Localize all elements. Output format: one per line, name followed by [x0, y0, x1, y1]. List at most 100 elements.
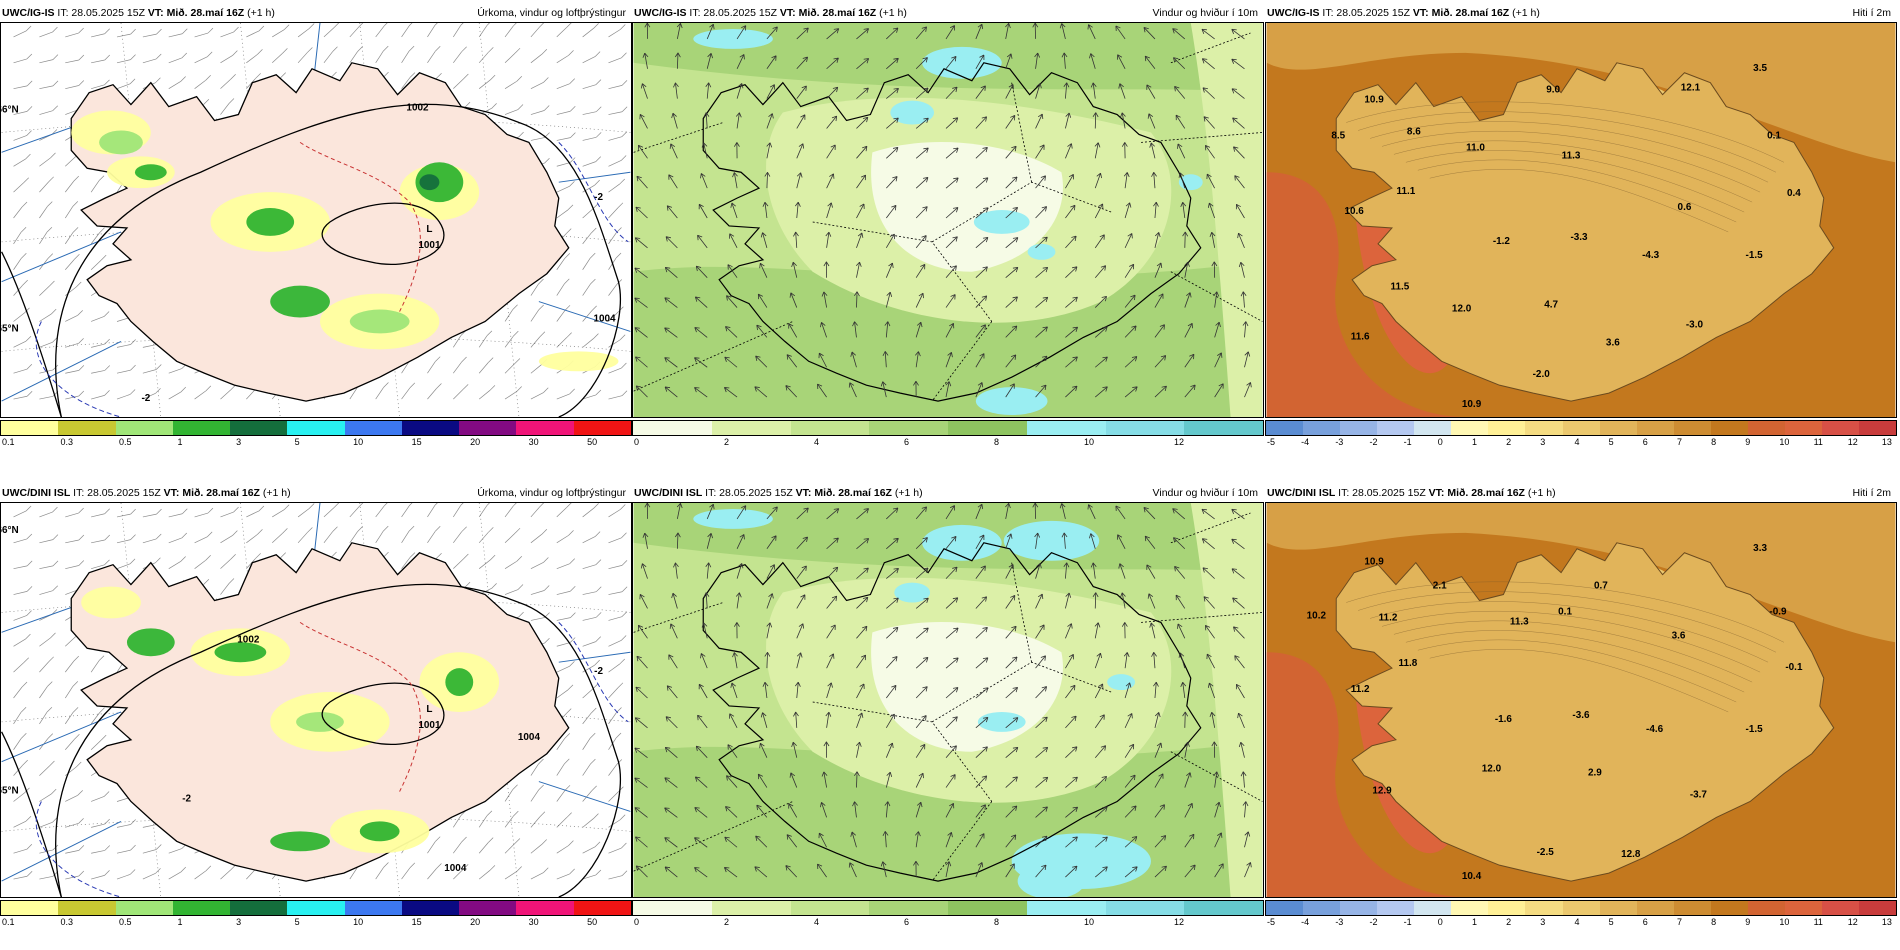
map-label: L: [426, 704, 432, 715]
colorbar-tick-label: 12: [1174, 437, 1185, 447]
colorbar: [0, 420, 632, 436]
colorbar: [1265, 420, 1897, 436]
map-label: 11.3: [1562, 150, 1581, 161]
colorbar-swatch: [948, 421, 1027, 435]
init-time: IT: 28.05.2025 15Z: [57, 7, 145, 19]
map-labels: L 1001 1002 1004 -2 -2 66°N 65°N: [1, 103, 616, 405]
panel-header: UWC/DINI ISL IT: 28.05.2025 15Z VT: Mið.…: [0, 486, 632, 500]
panel-header: UWC/IG-IS IT: 28.05.2025 15Z VT: Mið. 28…: [632, 6, 1264, 20]
colorbar-ticks: 0.1 0.3 0.5 1 3 5 10 15 20 30 50: [0, 437, 632, 449]
map-label: 12.9: [1372, 786, 1392, 797]
panel-header: UWC/IG-IS IT: 28.05.2025 15Z VT: Mið. 28…: [1265, 6, 1897, 20]
colorbar-tick-label: 10: [1779, 437, 1790, 447]
isobars: [1, 583, 629, 897]
map-label: 11.1: [1396, 186, 1415, 197]
map-label: -4.6: [1646, 724, 1664, 735]
colorbar-tick-label: 11: [1813, 437, 1823, 447]
wind-vectors: [634, 503, 1252, 878]
colorbar-swatch: [1184, 901, 1263, 915]
map-label: 0.1: [1558, 606, 1572, 617]
colorbar-tick-label: 12: [1847, 437, 1858, 447]
colorbar-tick-label: 0.1: [2, 437, 15, 447]
colorbar-tick-label: -5: [1267, 917, 1276, 927]
colorbar-tick-label: -5: [1267, 437, 1276, 447]
panel-temp: UWC/DINI ISL IT: 28.05.2025 15Z VT: Mið.…: [1265, 484, 1897, 934]
colorbar-swatch: [115, 901, 173, 915]
colorbar-tick-label: 10: [1084, 917, 1095, 927]
colorbar-ticks: -5 -4 -3 -2 -1 0 1 2 3 4 5 6 7 8 9 10 11 12 13: [1265, 437, 1897, 449]
colorbar-tick-label: 0: [1437, 917, 1443, 927]
init-time: IT: 28.05.2025 15Z: [705, 487, 793, 499]
colorbar-tick-label: 8: [1711, 437, 1717, 447]
map-canvas: L 1001 1002 1004 -2 -2 66°N 65°N: [1, 23, 631, 417]
map-label: -2.0: [1533, 369, 1551, 380]
model-name: UWC/DINI ISL: [634, 487, 703, 499]
colorbar-tick-label: 3: [236, 437, 242, 447]
panel-title: Hiti í 2m: [1852, 487, 1891, 499]
colorbar-swatch: [1340, 901, 1378, 915]
map-label: -3.6: [1572, 710, 1590, 721]
colorbar-swatch: [1599, 421, 1637, 435]
colorbar-tick-label: 4: [1574, 437, 1580, 447]
colorbar-swatch: [1636, 901, 1674, 915]
colorbar-swatch: [1105, 421, 1185, 435]
lead-time: (+1 h): [262, 487, 291, 499]
colorbar-tick-label: -4: [1301, 917, 1310, 927]
colorbar-swatch: [1562, 421, 1600, 435]
colorbar-tick-label: 30: [528, 917, 539, 927]
temperature-contours: [1346, 101, 1785, 233]
colorbar-swatch: [1488, 421, 1526, 435]
colorbar-tick-label: 0.5: [119, 437, 132, 447]
colorbar-tick-label: 6: [904, 437, 910, 447]
colorbar-ticks: -5 -4 -3 -2 -1 0 1 2 3 4 5 6 7 8 9 10 11 12 13: [1265, 917, 1897, 929]
valid-time: VT: Mið. 28.maí 16Z: [779, 7, 877, 19]
map-label: 1001: [418, 240, 441, 251]
colorbar-swatch: [1303, 421, 1341, 435]
map-label: 0.6: [1678, 202, 1692, 213]
map-label: -2: [594, 192, 603, 203]
map-label: 66°N: [1, 105, 19, 116]
lead-time: (+1 h): [247, 7, 275, 19]
colorbar-swatch: [58, 421, 116, 435]
init-time: IT: 28.05.2025 15Z: [1338, 487, 1426, 499]
colorbar-tick-label: 12: [1174, 917, 1185, 927]
map-label: 3.5: [1753, 63, 1767, 74]
colorbar-tick-label: 3: [236, 917, 242, 927]
panel-title: Vindur og hviður í 10m: [1152, 487, 1258, 499]
colorbar-swatch: [1710, 901, 1748, 915]
lead-time: (+1 h): [894, 487, 923, 499]
region-boundaries: [633, 512, 1263, 882]
gust-areas: [693, 508, 1151, 897]
map-label: 11.0: [1466, 142, 1485, 153]
panel-title: Úrkoma, vindur og loftþrýstingur: [477, 7, 626, 19]
panel-header: UWC/DINI ISL IT: 28.05.2025 15Z VT: Mið.…: [1265, 486, 1897, 500]
colorbar-swatch: [115, 421, 173, 435]
map-label: 12.0: [1482, 764, 1502, 775]
map-label: 1004: [593, 313, 616, 324]
colorbar-swatch: [516, 421, 574, 435]
colorbar-swatch: [344, 901, 402, 915]
valid-time: VT: Mið. 28.maí 16Z: [795, 487, 892, 499]
colorbar-tick-label: 13: [1881, 437, 1892, 447]
colorbar-swatch: [1747, 421, 1785, 435]
colorbar-tick-label: 11: [1813, 917, 1823, 927]
map-label: 12.0: [1452, 304, 1472, 315]
colorbar-swatch: [516, 901, 574, 915]
colorbar-ticks: 0 2 4 6 8 10 12: [632, 437, 1264, 449]
init-time: IT: 28.05.2025 15Z: [73, 487, 161, 499]
colorbar-swatch: [1026, 901, 1106, 915]
gust-areas: [693, 28, 1203, 416]
iceland-landmass: [1335, 542, 1835, 882]
colorbar-swatch: [790, 901, 870, 915]
colorbar-swatch: [1105, 901, 1185, 915]
colorbar-tick-label: 15: [411, 917, 422, 927]
map-canvas: 10.9 3.3 2.1 0.7 10.2 11.2 11.3 0.1 -0.9 3.6 11.8 -…: [1266, 503, 1896, 897]
map-label: -2: [594, 666, 603, 677]
temperature-contours: [1346, 581, 1785, 713]
map-label: 3.6: [1606, 337, 1620, 348]
map-label: 65°N: [1, 323, 19, 334]
map-area: L 1001 1002 1004 -2 -2 66°N 65°N: [0, 22, 632, 418]
colorbar-tick-label: 6: [904, 917, 910, 927]
map-labels: 10.9 9.0 12.1 3.5 8.5 8.6 11.0 11.3 0.1 11.1 0.6 0.…: [1331, 63, 1801, 410]
colorbar-tick-label: 0: [1437, 437, 1443, 447]
